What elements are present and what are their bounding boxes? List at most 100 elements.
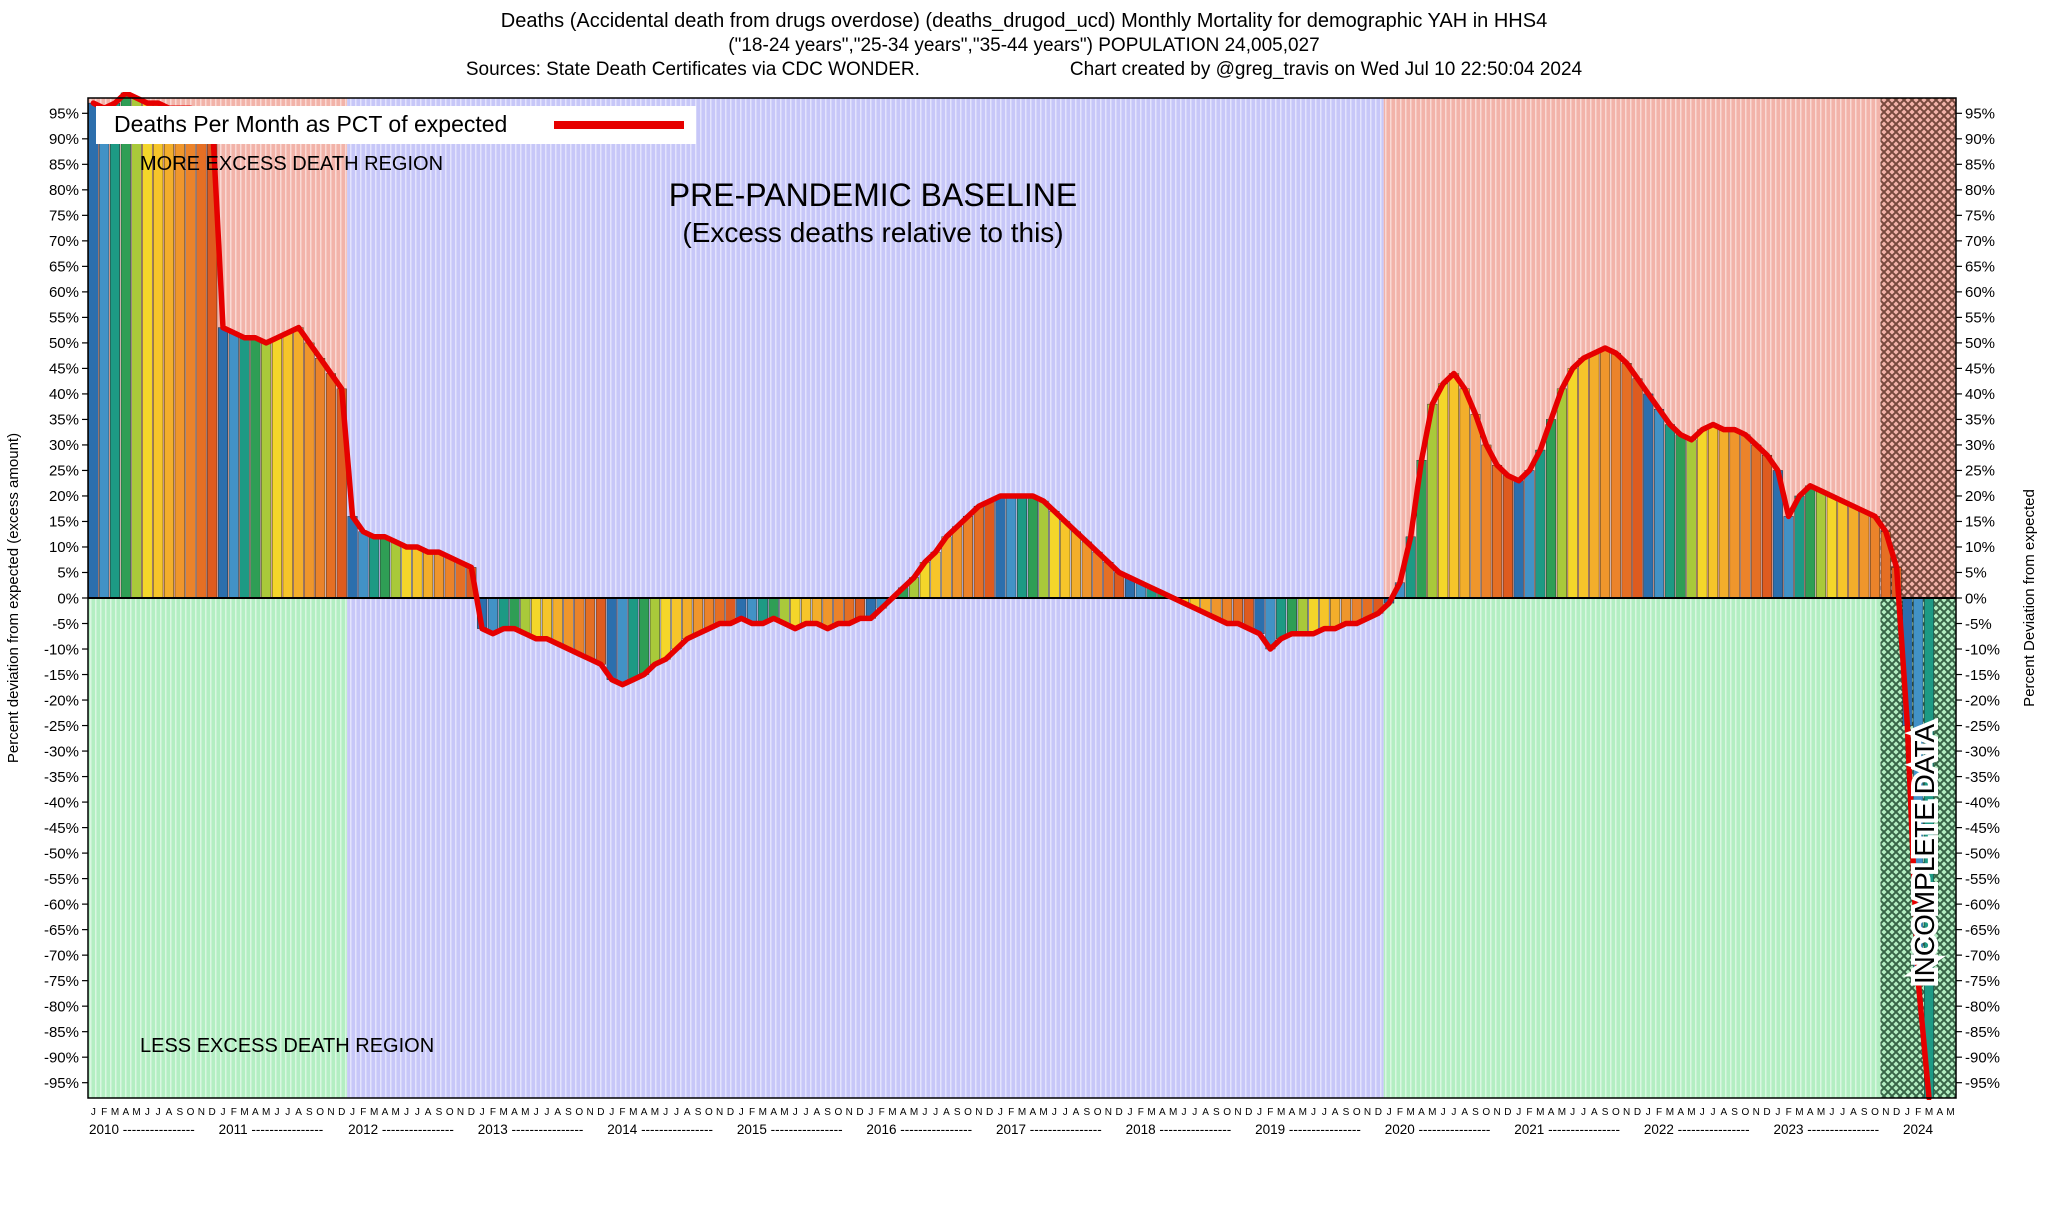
month-bar [1632,378,1643,599]
month-letter: J [274,1107,279,1118]
month-bar [1535,449,1546,599]
year-label: 2015 ---------------- [737,1122,843,1137]
month-letter: D [1893,1107,1900,1118]
month-letter: O [835,1107,843,1118]
month-letter: N [1882,1107,1889,1118]
month-bar [1643,393,1654,599]
month-letter: F [1138,1107,1144,1118]
month-bar [196,113,207,599]
year-label: 2019 ---------------- [1255,1122,1361,1137]
month-letter: S [565,1107,572,1118]
y-axis-ticks: 95% 95% 90% 90% 85% 85% 80% 80% 75% 75% 70% 70% 65% 6… [44,106,2000,1092]
month-letter: O [1871,1107,1879,1118]
month-letter: F [1915,1107,1921,1118]
month-letter: J [1775,1107,1780,1118]
month-bar [304,342,315,599]
month-letter: M [910,1107,918,1118]
year-label: 2013 ---------------- [478,1122,584,1137]
y-tick-label-right: 0% [1965,590,1987,607]
y-tick-label-right: -65% [1965,922,2000,939]
month-letter: A [900,1107,907,1118]
y-tick-label-right: -5% [1965,616,1992,633]
month-bar [1232,597,1243,624]
month-letter: O [1612,1107,1620,1118]
month-letter: M [392,1107,400,1118]
month-letter: A [1591,1107,1598,1118]
month-letter: N [1105,1107,1112,1118]
y-tick-label-right: -40% [1965,794,2000,811]
month-letter: J [1840,1107,1845,1118]
month-letter: J [1441,1107,1446,1118]
month-bar [585,597,596,660]
month-bar [1816,490,1827,599]
month-letter: M [1169,1107,1177,1118]
y-tick-label-left: 35% [49,412,79,429]
chart-credit: Chart created by @greg_travis on Wed Jul… [1069,59,1583,80]
y-tick-label-left: -30% [44,743,79,760]
baseline-label-line1: PRE-PANDEMIC BASELINE [669,177,1077,213]
month-bar [487,597,498,634]
y-tick-label-left: 45% [49,361,79,378]
month-letter: M [111,1107,119,1118]
month-letter: A [295,1107,302,1118]
y-tick-label-right: 55% [1965,310,1995,327]
month-bar [390,541,401,599]
month-bar [1254,597,1265,634]
month-letter: A [122,1107,129,1118]
year-label: 2020 ---------------- [1385,1122,1491,1137]
month-letter: F [360,1107,366,1118]
month-letter: O [187,1107,195,1118]
month-letter: F [1267,1107,1273,1118]
month-letter: J [663,1107,668,1118]
month-bar [811,597,822,624]
month-letter: F [231,1107,237,1118]
y-tick-label-right: -90% [1965,1049,2000,1066]
month-letter: D [856,1107,863,1118]
month-bar [649,597,660,665]
month-bar [1708,424,1719,599]
y-tick-label-left: -10% [44,641,79,658]
month-letter: J [793,1107,798,1118]
month-bar [973,505,984,599]
month-letter: M [370,1107,378,1118]
month-bar [1870,516,1881,599]
month-letter: J [1905,1107,1910,1118]
month-bar [768,597,779,619]
deaths-pct-line [90,90,1932,1100]
month-bar [660,597,671,660]
y-tick-label-right: -10% [1965,641,2000,658]
bars-layer [88,92,1935,1099]
y-tick-label-left: -55% [44,871,79,888]
y-tick-label-right: 80% [1965,182,1995,199]
month-bar [1027,495,1038,599]
month-letter: M [1666,1107,1674,1118]
month-letter: M [888,1107,896,1118]
month-bar [1340,597,1351,624]
month-letter: J [674,1107,679,1118]
less-excess-region-left [88,598,348,1098]
month-bar [1081,541,1092,599]
month-bar [433,551,444,599]
month-bar [185,108,196,599]
y-tick-label-left: -95% [44,1075,79,1092]
month-letter: A [166,1107,173,1118]
month-letter: D [209,1107,216,1118]
month-bar [217,327,228,599]
month-letter: F [1008,1107,1014,1118]
month-bar [120,92,131,599]
month-bar [1308,597,1319,634]
month-letter: N [1493,1107,1500,1118]
month-letter: O [705,1107,713,1118]
month-bar [1492,465,1503,599]
month-bar [1438,383,1449,599]
month-letter: M [651,1107,659,1118]
y-tick-label-left: 50% [49,335,79,352]
month-bar [261,342,272,599]
y-tick-label-left: -75% [44,973,79,990]
month-letter: O [575,1107,583,1118]
chart-title: Deaths (Accidental death from drugs over… [500,10,1548,32]
month-bar [1729,429,1740,599]
chart-subtitle: ("18-24 years","25-34 years","35-44 year… [728,35,1320,56]
y-tick-label-left: -35% [44,769,79,786]
month-letter: D [1763,1107,1770,1118]
